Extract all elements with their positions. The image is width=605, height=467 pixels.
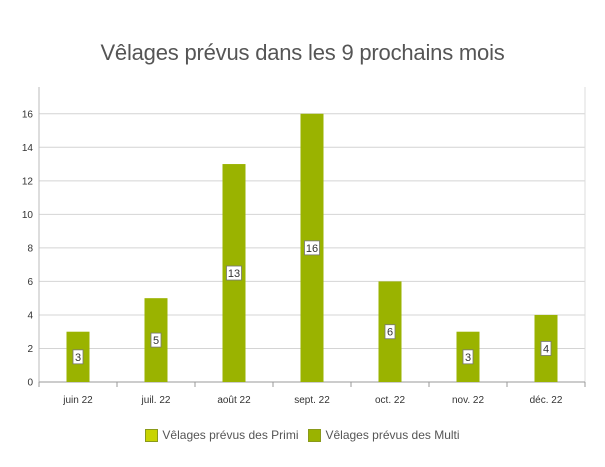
y-tick-label: 2 xyxy=(27,344,33,355)
data-label: 3 xyxy=(75,352,81,364)
data-label-box xyxy=(540,341,552,356)
y-tick-label: 12 xyxy=(22,176,34,187)
y-tick-label: 8 xyxy=(27,243,33,254)
x-tick-label: août 22 xyxy=(217,395,251,406)
data-label-box xyxy=(72,349,84,365)
data-label-box xyxy=(226,265,242,281)
legend-item-multi: Vêlages prévus des Multi xyxy=(308,428,460,442)
data-label: 6 xyxy=(387,327,393,339)
x-tick-label: sept. 22 xyxy=(294,395,330,406)
data-label-box xyxy=(462,349,474,365)
chart-title: Vêlages prévus dans les 9 prochains mois xyxy=(100,40,505,65)
data-label: 16 xyxy=(306,243,318,255)
legend-label-primi: Vêlages prévus des Primi xyxy=(162,428,299,442)
data-label-box xyxy=(384,324,396,340)
y-tick-label: 16 xyxy=(22,109,34,120)
data-label: 4 xyxy=(543,343,549,355)
x-tick-label: déc. 22 xyxy=(530,395,563,406)
data-label: 5 xyxy=(153,335,159,347)
y-tick-label: 6 xyxy=(27,277,33,288)
x-tick-label: juil. 22 xyxy=(141,395,171,406)
x-tick-label: oct. 22 xyxy=(375,395,405,406)
x-tick-label: juin 22 xyxy=(62,395,93,406)
legend-swatch-primi xyxy=(145,428,159,442)
y-tick-label: 0 xyxy=(27,378,33,389)
legend-item-primi: Vêlages prévus des Primi xyxy=(145,428,298,442)
legend-label-multi: Vêlages prévus des Multi xyxy=(325,428,460,442)
y-tick-label: 14 xyxy=(22,143,34,154)
data-label-box xyxy=(304,240,320,256)
y-tick-label: 4 xyxy=(27,310,33,321)
x-tick-label: nov. 22 xyxy=(452,395,484,406)
legend: Vêlages prévus des Primi Vêlages prévus … xyxy=(0,428,605,442)
data-label: 3 xyxy=(465,352,471,364)
y-tick-label: 10 xyxy=(22,210,34,221)
legend-swatch-multi xyxy=(308,428,322,442)
data-label-box xyxy=(150,332,162,348)
data-label: 13 xyxy=(228,268,240,280)
